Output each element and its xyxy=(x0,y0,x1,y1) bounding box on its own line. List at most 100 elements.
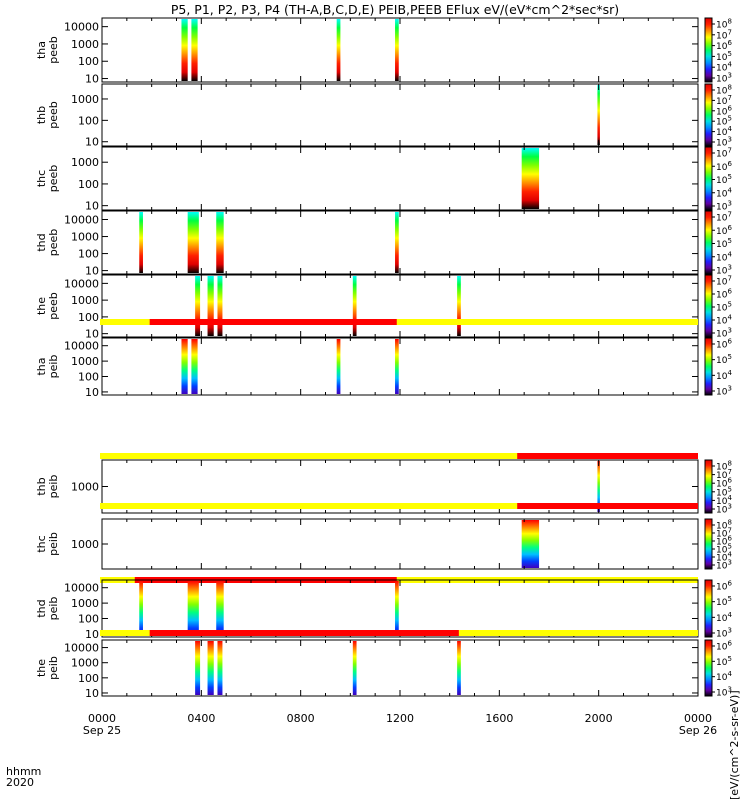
spectrogram-burst xyxy=(139,212,143,273)
mode-bar-yellow-segment xyxy=(100,630,152,636)
colorbar-tick-label: 103 xyxy=(716,686,732,699)
panel-tha-peib: 10 100 1000 10000 thapeib 103 104 105 106 xyxy=(35,319,732,399)
colorbar xyxy=(704,518,713,570)
colorbar-tick-label: 106 xyxy=(716,160,732,173)
panel-label-species: peeb xyxy=(47,101,60,129)
spectrogram-burst xyxy=(597,461,600,512)
spectrogram-burst xyxy=(207,641,214,695)
colorbar-tick-label: 106 xyxy=(716,535,732,548)
y-tick-label: 10 xyxy=(85,136,99,149)
colorbar-tick-label: 107 xyxy=(716,527,732,540)
panel-thd-peib: 10 100 1000 10000 thdpeib 103 104 105 106 xyxy=(35,577,732,641)
spectrogram-burst xyxy=(187,581,199,636)
spectrogram-burst xyxy=(457,276,461,336)
colorbar-tick-label: 104 xyxy=(716,125,732,138)
colorbar-tick-label: 106 xyxy=(716,224,732,237)
year-label: 2020 xyxy=(6,776,34,789)
colorbar-tick-label: 107 xyxy=(716,147,732,160)
y-tick-label: 1000 xyxy=(71,38,99,51)
colorbar-tick-label: 107 xyxy=(716,211,732,224)
y-tick-label: 1000 xyxy=(71,657,99,670)
colorbar xyxy=(704,17,713,83)
colorbar-tick-label: 103 xyxy=(716,503,732,516)
y-tick-label: 1000 xyxy=(71,156,99,169)
colorbar-tick-label: 103 xyxy=(716,72,732,85)
x-tick-label: 2000 xyxy=(585,712,613,725)
y-tick-label: 100 xyxy=(78,371,99,384)
colorbar-tick-label: 103 xyxy=(716,264,732,277)
panel-frame xyxy=(101,83,699,147)
panel-label: thbpeib xyxy=(35,475,60,499)
spectrogram-burst xyxy=(181,19,188,81)
x-tick-label: 0400 xyxy=(187,712,215,725)
mode-bar-yellow-segment xyxy=(100,453,520,459)
colorbar-tick-label: 105 xyxy=(716,655,732,668)
colorbar-tick-label: 104 xyxy=(716,61,732,74)
mode-bar-yellow-segment xyxy=(100,319,152,325)
panel-label-probe: thd xyxy=(35,233,48,251)
spectrogram-burst xyxy=(336,19,341,81)
spectrogram-burst xyxy=(521,520,540,568)
colorbar-tick-label: 107 xyxy=(716,28,732,41)
colorbar-tick-label: 104 xyxy=(716,250,732,263)
mode-bar-yellow-segment xyxy=(458,630,698,636)
colorbar-tick-label: 104 xyxy=(716,611,732,624)
spectrogram-burst xyxy=(139,581,143,636)
panel-label-species: peeb xyxy=(47,36,60,64)
colorbar-tick-label: 104 xyxy=(716,551,732,564)
y-tick-label: 100 xyxy=(78,311,99,324)
colorbar xyxy=(704,579,713,638)
spectrogram-burst xyxy=(395,212,399,273)
panel-frame xyxy=(101,274,699,338)
panel-label-probe: thb xyxy=(35,477,48,495)
panel-label-probe: thd xyxy=(35,599,48,617)
panel-label-species: peib xyxy=(47,656,60,680)
panel-label-species: peeb xyxy=(47,292,60,320)
colorbar xyxy=(704,639,713,697)
colorbar-tick-label: 104 xyxy=(716,186,732,199)
y-tick-label: 1000 xyxy=(71,294,99,307)
colorbar-tick-label: 104 xyxy=(716,314,732,327)
colorbar-tick-label: 105 xyxy=(716,50,732,63)
colorbar-tick-label: 108 xyxy=(716,18,732,31)
y-tick-label: 10 xyxy=(85,628,99,641)
colorbar-tick-label: 106 xyxy=(716,39,732,52)
y-tick-label: 100 xyxy=(78,613,99,626)
panel-label-probe: thc xyxy=(35,535,48,552)
panel-label-probe: thb xyxy=(35,106,48,124)
panel-label: thdpeib xyxy=(35,597,60,621)
panel-label-probe: thc xyxy=(35,170,48,187)
y-tick-label: 1000 xyxy=(71,481,99,494)
colorbar xyxy=(704,337,713,396)
panel-label-species: peib xyxy=(47,355,60,379)
y-tick-label: 100 xyxy=(78,114,99,127)
colorbar xyxy=(704,83,713,147)
colorbar-tick-label: 108 xyxy=(716,519,732,532)
panel-label-species: peib xyxy=(47,597,60,621)
spectrogram-burst xyxy=(217,641,223,695)
y-tick-label: 10 xyxy=(85,386,99,399)
mode-bar-red-segment xyxy=(149,630,461,636)
spectrogram-burst xyxy=(352,276,357,336)
panel-the-peib: 10 100 1000 10000 thepeib 103 104 105 106 xyxy=(35,630,732,700)
panel-frame xyxy=(101,518,699,570)
colorbar-tick-label: 108 xyxy=(716,84,732,97)
colorbar-tick-label: 103 xyxy=(716,327,732,340)
spectrogram-burst xyxy=(216,581,224,636)
panel-label-species: peib xyxy=(47,532,60,556)
colorbar-tick-label: 105 xyxy=(716,595,732,608)
time-axis-unit-label: hhmm xyxy=(6,765,42,778)
panel-label-species: peeb xyxy=(47,165,60,193)
y-tick-label: 10000 xyxy=(64,21,99,34)
colorbar-tick-label: 106 xyxy=(716,104,732,117)
mode-bar-red-segment xyxy=(517,503,698,509)
colorbar-tick-label: 104 xyxy=(716,494,732,507)
colorbar-tick-label: 103 xyxy=(716,200,732,213)
spectrogram-burst xyxy=(181,339,188,394)
